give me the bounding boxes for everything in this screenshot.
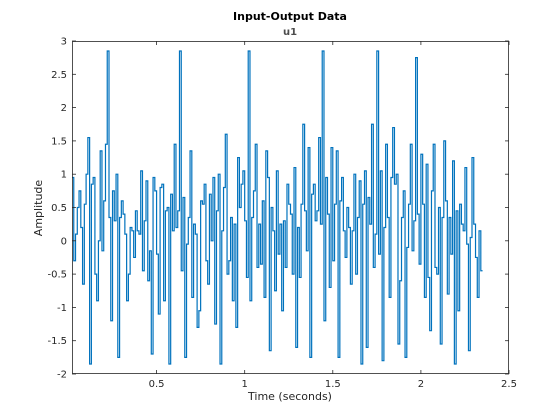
x-axis-label: Time (seconds) [247, 390, 332, 403]
tick-labels: 0.5 1 1.5 2 2.5 -2 -1.5 -1 -0.5 0 0.5 1 1.5 2 2.5 3 [47, 37, 516, 391]
y-tick-label: 0.5 [51, 203, 67, 214]
chart-title: Input-Output Data [233, 10, 347, 23]
y-tick-label: 3 [61, 37, 67, 48]
x-tick-label: 2 [418, 379, 424, 390]
y-tick-label: -1 [57, 303, 67, 314]
x-tick-label: 0.5 [149, 379, 165, 390]
series-line-1 [72, 50, 483, 365]
y-tick-label: 1 [61, 170, 67, 181]
y-tick-label: -1.5 [47, 336, 67, 347]
series-layer [72, 50, 483, 365]
x-tick-label: 1.5 [325, 379, 341, 390]
y-tick-label: 1.5 [51, 136, 67, 147]
y-axis-label: Amplitude [32, 180, 45, 237]
y-tick-label: 2.5 [51, 70, 67, 81]
y-tick-label: -2 [57, 370, 67, 381]
axes-layer [72, 40, 510, 375]
y-tick-label: -0.5 [47, 270, 67, 281]
y-tick-label: 0 [61, 236, 67, 247]
x-tick-label: 2.5 [501, 379, 517, 390]
x-tick-label: 1 [241, 379, 247, 390]
y-tick-label: 2 [61, 103, 67, 114]
chart-subtitle: u1 [283, 27, 297, 38]
